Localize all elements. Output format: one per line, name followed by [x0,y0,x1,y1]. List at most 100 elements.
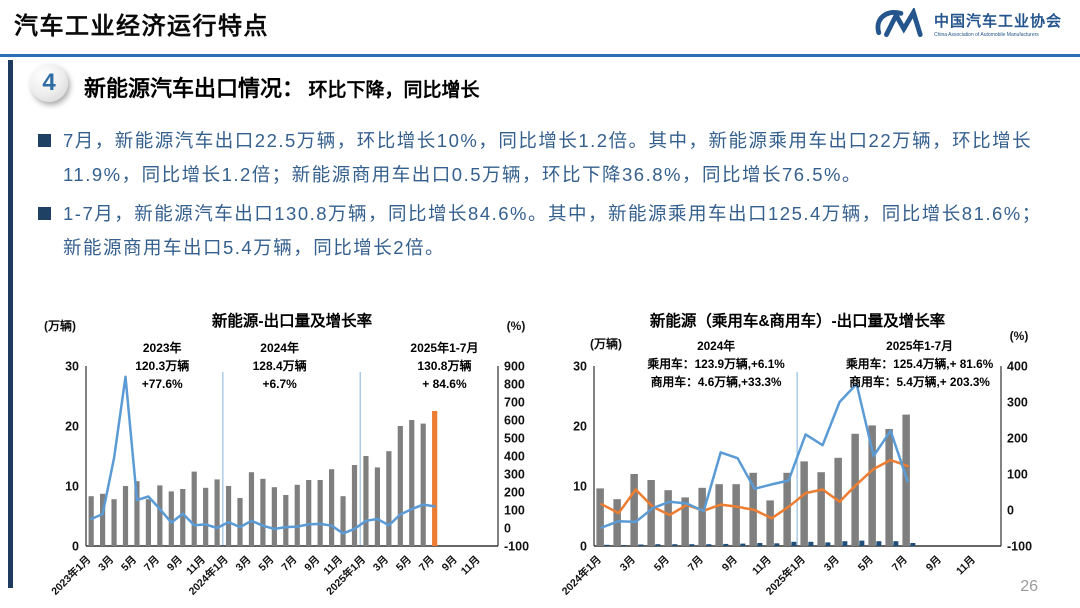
bar [630,474,638,546]
bar [757,543,763,546]
right-axis-tick: 600 [504,414,525,428]
bar [910,543,916,546]
chart-annotation-line: 乘用车：123.9万辆,+6.1% [646,357,785,371]
left-axis-tick: 0 [580,540,587,554]
bar [180,489,186,546]
left-axis-tick: 30 [573,360,587,374]
section-heading-main: 新能源汽车出口情况： [84,76,305,101]
bar [225,486,232,546]
right-axis-tick: 700 [504,396,525,410]
bar [363,456,369,546]
left-axis-unit: (万辆) [590,336,622,351]
bar [134,481,140,546]
line [89,375,436,535]
bar [351,465,358,546]
section-heading-row: 4 新能源汽车出口情况： 环比下降，同比增长 [30,64,479,103]
bar [409,420,415,546]
page-title: 汽车工业经济运行特点 [14,13,269,40]
passenger-growth-line [600,458,909,520]
bar [774,543,780,546]
bullet-square-icon [38,207,51,220]
bar [420,423,426,546]
growth-rate-line [89,375,436,535]
nev-export-total-svg: 新能源-出口量及增长率 (万辆) (%) 0 10 20 30 -100 0 100 200 300 4… [44,311,529,598]
bar [191,471,197,546]
title-divider [0,54,1080,57]
chart-annotation-line: 2025年1-7月 [410,340,478,355]
bar [647,480,655,546]
bar [800,461,808,546]
right-axis-tick: 400 [504,450,525,464]
bar [397,426,403,546]
bar [604,544,610,546]
chart-title: 新能源（乘用车&商用车）-出口量及增长率 [650,311,946,330]
x-axis-tick: 9月 [302,554,322,574]
bar [145,499,152,546]
left-axis-tick: 10 [65,480,79,494]
x-axis-tick: 7月 [417,554,437,574]
right-axis-tick: 300 [1007,396,1028,410]
bar [340,496,346,546]
right-axis-tick: 300 [504,468,525,482]
right-axis-tick: 500 [504,432,525,446]
x-axis-tick: 2023年1月 [49,553,94,598]
bar [203,487,209,546]
left-axis-tick: 0 [72,540,79,554]
bullet-text-1: 7月，新能源汽车出口22.5万辆，环比增长10%，同比增长1.2倍。其中，新能源… [63,130,1033,185]
bar [329,469,335,546]
chart-nev-export-by-type: 新能源（乘用车&商用车）-出口量及增长率 (万辆) (%) 0 10 20 30 -100 0 1… [556,310,1071,608]
bar [638,544,644,546]
bar [655,544,661,546]
bar [766,500,774,546]
section-number-badge: 4 [30,64,68,102]
bar [842,541,848,546]
x-axis-tick: 5月 [394,554,414,574]
x-axis-tick: 5月 [119,554,139,574]
bar [596,488,604,546]
bar [876,541,882,546]
bar [783,472,791,546]
commercial-volume-bars [604,540,916,546]
chart-annotation-line: 130.8万辆 [417,358,471,373]
line [600,382,909,529]
bullet-list: 7月，新能源汽车出口22.5万辆，环比增长10%，同比增长1.2倍。其中，新能源… [38,124,1046,270]
right-axis-tick: 0 [1007,504,1014,518]
x-axis-tick: 7月 [279,554,299,574]
right-axis-tick: 200 [1007,432,1028,446]
chart-annotation-line: 商用车：5.4万辆,+ 203.3% [849,375,990,389]
bar [817,472,825,546]
bar [386,451,392,546]
left-axis-unit: (万辆) [44,318,76,333]
right-axis-tick: 0 [504,522,511,536]
bar [306,480,312,546]
right-axis-tick: 100 [504,504,525,518]
bar [868,425,876,546]
bar [681,497,689,546]
bar [808,541,814,546]
right-axis-tick: 200 [504,486,525,500]
bar [111,499,117,546]
bar [248,472,255,546]
bar [672,544,678,546]
chart-annotation-line: 2024年 [697,339,735,353]
bar [260,478,266,546]
chart-annotation-line: +6.7% [262,377,297,391]
left-axis-tick: 20 [573,420,587,434]
left-axis-tick: 20 [65,420,79,434]
bar [317,480,323,546]
right-axis-tick: 100 [1007,468,1028,482]
bar [157,485,163,546]
chart-annotation-line: + 84.6% [422,377,467,391]
section-number: 4 [42,69,56,96]
caam-logo: 中国汽车工业协会 China Association of Automobile… [872,8,1062,40]
bar [621,545,627,546]
export-volume-bars [88,411,438,546]
left-accent-bar [8,60,13,588]
right-axis-tick: 800 [504,378,525,392]
bar [374,467,381,546]
bar [732,484,740,546]
chart-title: 新能源-出口量及增长率 [212,311,373,330]
nev-export-by-type-svg: 新能源（乘用车&商用车）-出口量及增长率 (万辆) (%) 0 10 20 30 -100 0 1… [559,311,1032,598]
x-axis-tick: 5月 [856,554,876,574]
